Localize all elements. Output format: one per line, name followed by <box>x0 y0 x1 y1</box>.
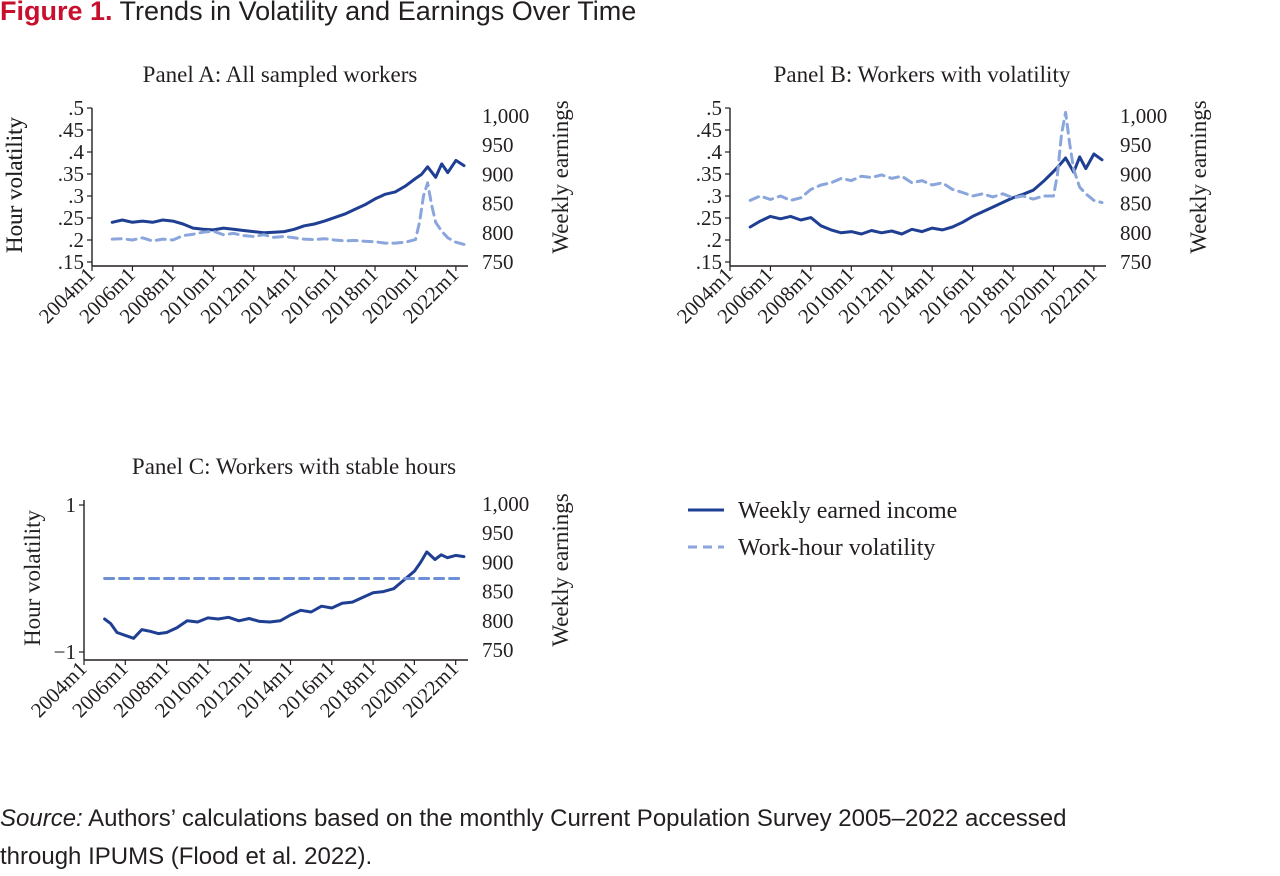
panel-a: Panel A: All sampled workers .15.2.25.3.3… <box>2 62 573 328</box>
y-right-tick-label: 850 <box>1120 192 1152 216</box>
y-right-tick-label: 950 <box>1120 133 1152 157</box>
y-right-tick-label: 1,000 <box>482 492 529 516</box>
y-left-tick-label: .3 <box>706 184 722 208</box>
y-right-tick-label: 750 <box>1120 250 1152 274</box>
y-left-tick-label: .4 <box>68 140 84 164</box>
y-left-tick-label: .2 <box>68 228 84 252</box>
y-right-tick-label: 950 <box>482 521 514 545</box>
legend-label-volatility: Work-hour volatility <box>738 535 935 561</box>
y-left-tick-label: .35 <box>696 162 722 186</box>
series-line-earned <box>748 152 1104 236</box>
series-line-volatility <box>110 181 466 246</box>
y-left-tick-label: .35 <box>58 162 84 186</box>
y-right-tick-label: 950 <box>482 133 514 157</box>
y-left-tick-label: .2 <box>706 228 722 252</box>
series-line-volatility <box>748 110 1104 205</box>
y-right-tick-label: 1,000 <box>1120 104 1167 128</box>
panel-title: Panel B: Workers with volatility <box>774 62 1071 87</box>
figure-label: Figure 1. <box>0 0 113 26</box>
y-left-title: Hour volatility <box>20 509 45 646</box>
y-right-tick-label: 800 <box>1120 221 1152 245</box>
panel-title: Panel A: All sampled workers <box>143 62 418 87</box>
y-right-tick-label: 850 <box>482 192 514 216</box>
y-left-tick-label: .45 <box>58 118 84 142</box>
y-right-tick-label: 750 <box>482 250 514 274</box>
y-right-title: Weekly earnings <box>1186 100 1211 253</box>
y-left-title: Hour volatility <box>2 116 27 253</box>
y-right-tick-label: 800 <box>482 609 514 633</box>
y-left-tick-label: .3 <box>68 184 84 208</box>
y-left-tick-label: .5 <box>68 96 84 120</box>
y-left-title: Hour volatility <box>2 116 27 253</box>
series-line-earned <box>110 158 466 235</box>
y-left-tick-label: 1 <box>66 493 77 517</box>
y-right-tick-label: 1,000 <box>482 104 529 128</box>
panel-title: Panel C: Workers with stable hours <box>132 454 456 479</box>
legend: Weekly earned income Work-hour volatility <box>688 498 957 561</box>
y-right-tick-label: 900 <box>482 550 514 574</box>
source-label: Source: <box>0 805 83 832</box>
y-left-tick-label: .15 <box>58 250 84 274</box>
y-left-tick-label: .45 <box>696 118 722 142</box>
y-right-title: Weekly earnings <box>548 493 573 646</box>
source-line-2: through IPUMS (Flood et al. 2022). <box>0 843 373 870</box>
y-right-tick-label: 800 <box>482 221 514 245</box>
figure-title-text: Trends in Volatility and Earnings Over T… <box>119 0 637 26</box>
series-line-earned <box>103 550 466 640</box>
y-left-tick-label: .4 <box>706 140 722 164</box>
y-left-tick-label: .25 <box>696 206 722 230</box>
y-right-tick-label: 850 <box>482 580 514 604</box>
source-line-1: Authors’ calculations based on the month… <box>88 805 1067 832</box>
y-left-tick-label: .5 <box>706 96 722 120</box>
y-left-tick-label: .15 <box>696 250 722 274</box>
legend-label-earned: Weekly earned income <box>738 498 957 524</box>
figure-title: Figure 1. Trends in Volatility and Earni… <box>0 0 636 27</box>
y-right-tick-label: 750 <box>482 638 514 662</box>
y-left-tick-label: −1 <box>54 640 76 664</box>
y-left-tick-label: .25 <box>58 206 84 230</box>
panel-c: Panel C: Workers with stable hours −1 1 Hou… <box>20 454 573 722</box>
y-right-title: Weekly earnings <box>548 100 573 253</box>
y-right-tick-label: 900 <box>482 162 514 186</box>
y-right-tick-label: 900 <box>1120 162 1152 186</box>
source-note: Source: Authors’ calculations based on t… <box>0 800 1280 876</box>
